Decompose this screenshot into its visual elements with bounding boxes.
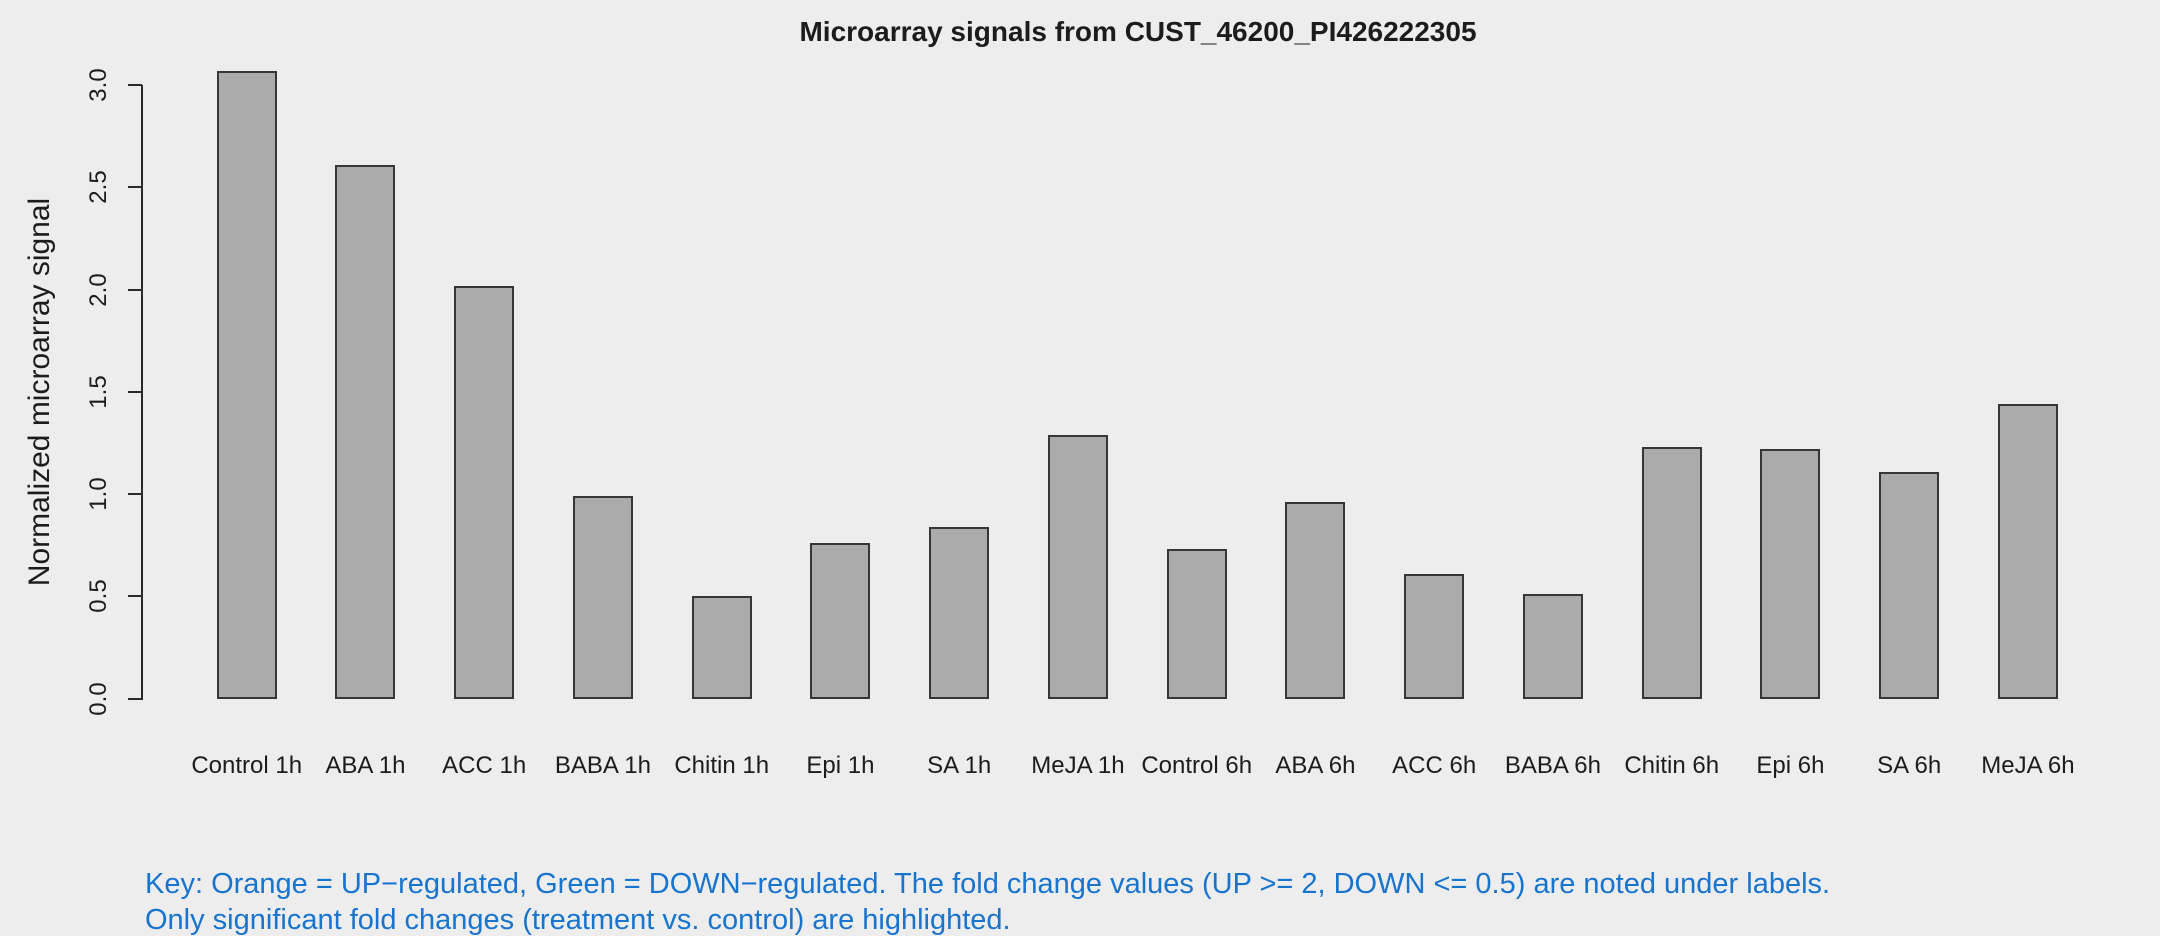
x-axis-label: SA 6h	[1877, 752, 1942, 779]
x-axis-label: ABA 6h	[1275, 752, 1356, 779]
x-axis-label: ABA 1h	[325, 752, 406, 779]
key-line-1: Key: Orange = UP−regulated, Green = DOWN…	[145, 868, 1831, 900]
chart-title: Microarray signals from CUST_46200_PI426…	[799, 16, 1477, 47]
y-tick-label: 2.0	[85, 272, 112, 307]
y-tick-label: 3.0	[85, 68, 112, 102]
y-tick-mark	[128, 697, 142, 700]
y-tick-label: 0.0	[85, 681, 112, 716]
y-tick-label: 2.5	[85, 170, 112, 205]
x-axis-label: ACC 6h	[1392, 752, 1477, 779]
y-tick-mark	[128, 186, 142, 189]
x-axis-label: MeJA 1h	[1031, 752, 1125, 779]
bar-control-1h	[216, 70, 277, 699]
y-tick-label: 1.5	[85, 375, 112, 409]
bar-aba-1h	[335, 164, 396, 699]
x-axis-label: Epi 1h	[806, 752, 875, 779]
bar-baba-6h	[1522, 594, 1583, 699]
x-axis-label: Control 6h	[1141, 752, 1253, 779]
y-tick-label: 1.0	[85, 477, 112, 511]
bar-acc-6h	[1404, 573, 1465, 699]
x-axis-label: SA 1h	[927, 752, 992, 779]
bar-epi-6h	[1760, 449, 1821, 699]
bar-meja-6h	[1997, 404, 2058, 699]
y-tick-label: 0.5	[85, 579, 112, 614]
bar-aba-6h	[1285, 502, 1346, 699]
key-note: Key: Orange = UP−regulated, Green = DOWN…	[145, 866, 1830, 936]
y-tick-mark	[128, 595, 142, 598]
key-line-2: Only significant fold changes (treatment…	[145, 904, 1011, 936]
bar-chitin-1h	[691, 596, 752, 699]
bar-acc-1h	[454, 285, 515, 699]
x-axis-label: Epi 6h	[1756, 752, 1825, 779]
x-axis-label: BABA 6h	[1504, 752, 1601, 779]
bar-sa-1h	[929, 526, 990, 699]
bar-baba-1h	[572, 496, 633, 699]
y-tick-mark	[128, 288, 142, 291]
y-axis-label: Normalized microarray signal	[23, 197, 56, 587]
bar-epi-1h	[810, 543, 871, 699]
y-axis-line	[141, 85, 143, 700]
bar-chitin-6h	[1641, 447, 1702, 699]
x-axis-label: ACC 1h	[442, 752, 527, 779]
y-tick-mark	[128, 84, 142, 87]
x-axis-label: BABA 1h	[554, 752, 651, 779]
bar-control-6h	[1166, 549, 1227, 699]
x-axis-label: Chitin 1h	[674, 752, 770, 779]
x-axis-label: Control 1h	[191, 752, 303, 779]
bar-sa-6h	[1879, 471, 1940, 699]
x-axis-label: Chitin 6h	[1624, 752, 1720, 779]
y-tick-mark	[128, 390, 142, 393]
bar-meja-1h	[1047, 434, 1108, 699]
y-tick-mark	[128, 493, 142, 496]
x-axis-label: MeJA 6h	[1981, 752, 2075, 779]
